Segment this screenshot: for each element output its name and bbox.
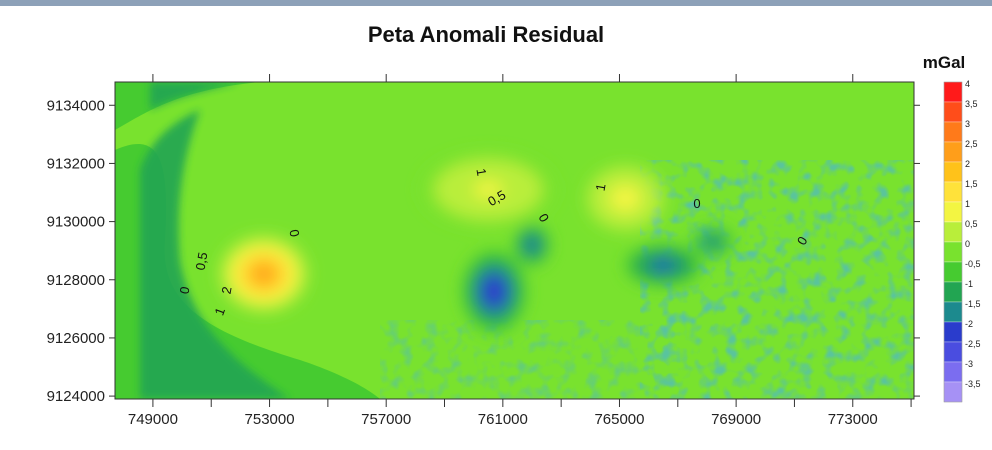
colorbar-swatch	[943, 261, 963, 283]
anomaly-feature-3-ring-4	[487, 282, 502, 301]
colorbar-label: 3	[965, 119, 970, 129]
anomaly-feature-0-ring-4	[254, 265, 274, 283]
western-negative-core	[140, 82, 290, 399]
plot-area	[115, 82, 914, 399]
x-axis: 749000 753000 757000 761000 765000 769000 7730…	[128, 74, 912, 428]
y-axis: 9134000 9132000 9130000 9128000 9126000 91240…	[47, 97, 920, 405]
colorbar-border	[943, 81, 963, 403]
x-tick-label: 753000	[245, 411, 295, 428]
colorbar-swatch	[943, 81, 963, 103]
contour-label: 2	[219, 285, 235, 295]
x-tick-label: 773000	[828, 411, 878, 428]
contour-label: 1	[473, 167, 489, 177]
colorbar-swatch	[943, 361, 963, 383]
colorbar-label: -2,5	[965, 339, 981, 349]
y-tick-label: 9124000	[47, 388, 105, 405]
colorbar-label: -1,5	[965, 299, 981, 309]
contour-label: 0	[177, 285, 193, 295]
anomaly-feature-1-ring-4	[473, 181, 504, 198]
colorbar-swatch	[943, 201, 963, 223]
colorbar-label: 2	[965, 159, 970, 169]
colorbar-swatch	[943, 181, 963, 203]
anomaly-feature-4-ring-4	[528, 240, 536, 250]
colorbar-label: 0	[965, 239, 970, 249]
colorbar-label: 0,5	[965, 219, 978, 229]
contour-label: 1	[211, 305, 228, 317]
colorbar-swatch	[943, 221, 963, 243]
y-tick-label: 9128000	[47, 272, 105, 289]
plot-border	[114, 81, 915, 400]
anomaly-feature-6-ring-4	[708, 238, 718, 246]
contour-label: 1	[593, 182, 609, 192]
colorbar-label: 3,5	[965, 99, 978, 109]
colorbar-swatch	[943, 341, 963, 363]
colorbar-unit: mGal	[923, 53, 966, 72]
southern-noise-zone	[380, 320, 680, 399]
colorbar-swatch	[943, 141, 963, 163]
colorbar-label: -0,5	[965, 259, 981, 269]
y-tick-label: 9126000	[47, 330, 105, 347]
colorbar-label: 1,5	[965, 179, 978, 189]
x-tick-label: 749000	[128, 411, 178, 428]
anomaly-feature-2-ring-4	[616, 191, 634, 206]
chart-title: Peta Anomali Residual	[368, 22, 604, 47]
y-tick-label: 9130000	[47, 214, 105, 231]
contour-label: 0	[693, 196, 700, 211]
colorbar-label: -1	[965, 279, 973, 289]
colorbar-label: -2	[965, 319, 973, 329]
anomaly-feature-5-ring-4	[654, 260, 672, 270]
x-tick-label: 769000	[711, 411, 761, 428]
colorbar-label: -3,5	[965, 379, 981, 389]
y-tick-label: 9134000	[47, 97, 105, 114]
y-tick-label: 9132000	[47, 155, 105, 172]
x-tick-label: 765000	[594, 411, 644, 428]
colorbar-swatch	[943, 321, 963, 343]
contour-label: 0,5	[193, 251, 211, 271]
colorbar-swatch	[943, 161, 963, 183]
colorbar-swatch	[943, 241, 963, 263]
colorbar-label: -3	[965, 359, 973, 369]
x-tick-label: 757000	[361, 411, 411, 428]
colorbar-label: 1	[965, 199, 970, 209]
colorbar-label: 4	[965, 79, 970, 89]
colorbar: 4 3,5 3 2,5 2 1,5 1 0,5 0 -0,5 -1 -1,5 -2 -2,5 -3 -3,5	[943, 79, 981, 403]
colorbar-swatch	[943, 301, 963, 323]
colorbar-swatch	[943, 101, 963, 123]
x-tick-label: 761000	[478, 411, 528, 428]
window-top-border	[0, 0, 992, 6]
colorbar-swatch	[943, 121, 963, 143]
anomaly-features	[219, 151, 734, 333]
colorbar-swatch	[943, 281, 963, 303]
colorbar-swatch	[943, 381, 963, 403]
contour-label: 0	[286, 228, 302, 238]
colorbar-label: 2,5	[965, 139, 978, 149]
